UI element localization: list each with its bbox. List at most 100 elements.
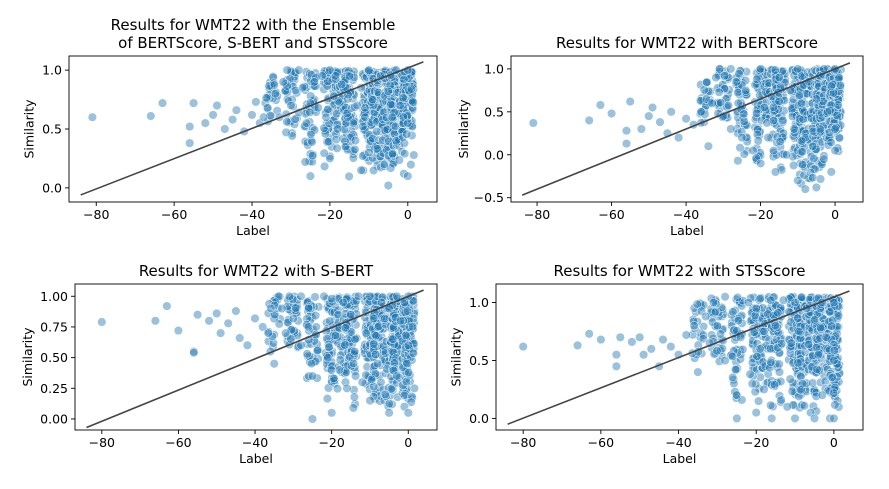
data-point [717,302,727,312]
data-point [768,116,779,126]
data-point [831,122,841,132]
data-point [773,104,783,114]
data-point [389,151,399,161]
data-point [825,307,835,317]
data-point [392,371,402,381]
data-point [368,153,378,163]
data-point [825,127,835,137]
data-point [208,110,218,120]
data-point [405,87,415,97]
data-point [303,320,313,330]
data-point [752,339,762,349]
data-point [278,77,288,87]
data-point [750,311,760,321]
data-point [815,174,826,184]
data-point [611,361,621,371]
title-line: Results for WMT22 with the Ensemble [111,16,396,34]
data-point [829,413,839,423]
data-point [356,165,366,175]
data-point [406,160,416,170]
data-point [771,300,781,310]
data-point [763,309,773,319]
data-point [189,348,199,358]
data-point [775,124,785,134]
data-point [625,96,635,107]
data-point [775,137,785,147]
data-point [403,408,413,418]
data-point [372,117,382,127]
data-point [737,133,747,143]
data-point [370,144,380,155]
x-tick-label: −40 [239,207,265,222]
data-point [728,307,738,317]
data-point [732,292,743,303]
data-point [528,118,538,128]
data-point [772,132,782,142]
x-axis-label: Label [239,451,273,466]
data-point [282,65,292,75]
data-point [701,311,711,321]
data-point [698,330,708,340]
data-point [335,98,345,108]
data-point [404,85,414,96]
data-point [375,151,385,162]
data-point [829,88,839,98]
data-point [782,150,792,160]
data-point [770,380,780,390]
data-point [696,107,706,117]
data-point [755,372,765,382]
data-point [693,367,703,377]
data-point [766,295,776,305]
data-point [811,94,821,104]
data-point [644,111,654,121]
data-point [373,88,384,98]
data-point [770,65,780,75]
data-point [288,294,298,304]
data-point [283,317,293,327]
data-point [357,377,367,387]
data-point [409,150,419,160]
data-point [372,126,382,136]
data-point [797,136,807,146]
data-point [376,162,386,172]
y-axis-label: Similarity [20,327,35,387]
data-point [715,329,726,339]
data-point [732,390,742,400]
data-point [353,291,364,301]
x-axis-label: Label [663,451,697,466]
data-point [753,125,763,135]
data-point [758,303,768,313]
data-point [729,346,739,356]
x-axis-label: Label [670,223,704,238]
data-point [708,297,719,308]
data-point [573,340,583,350]
data-point [346,310,356,320]
data-point [636,124,646,134]
data-point [392,378,402,388]
data-point [817,159,827,169]
data-point [800,133,811,143]
data-point [719,83,729,94]
data-point [282,117,292,127]
data-point [402,129,412,139]
data-point [681,114,691,124]
data-point [407,391,417,402]
data-point [800,184,810,194]
data-point [403,368,414,378]
data-point [350,144,360,154]
data-point [260,98,270,108]
data-point [775,127,785,137]
data-point [307,414,318,424]
data-point [720,84,730,94]
data-point [380,133,390,143]
x-tick-label: −40 [673,207,699,222]
data-point [87,112,97,122]
data-point [789,400,799,410]
y-tick-label: 0.0 [42,180,62,195]
data-point [384,408,394,418]
data-point [305,107,315,117]
subplot-title: Results for WMT22 with BERTScore [556,34,818,52]
data-point [777,165,787,175]
data-point [388,322,399,332]
data-point [798,114,808,124]
